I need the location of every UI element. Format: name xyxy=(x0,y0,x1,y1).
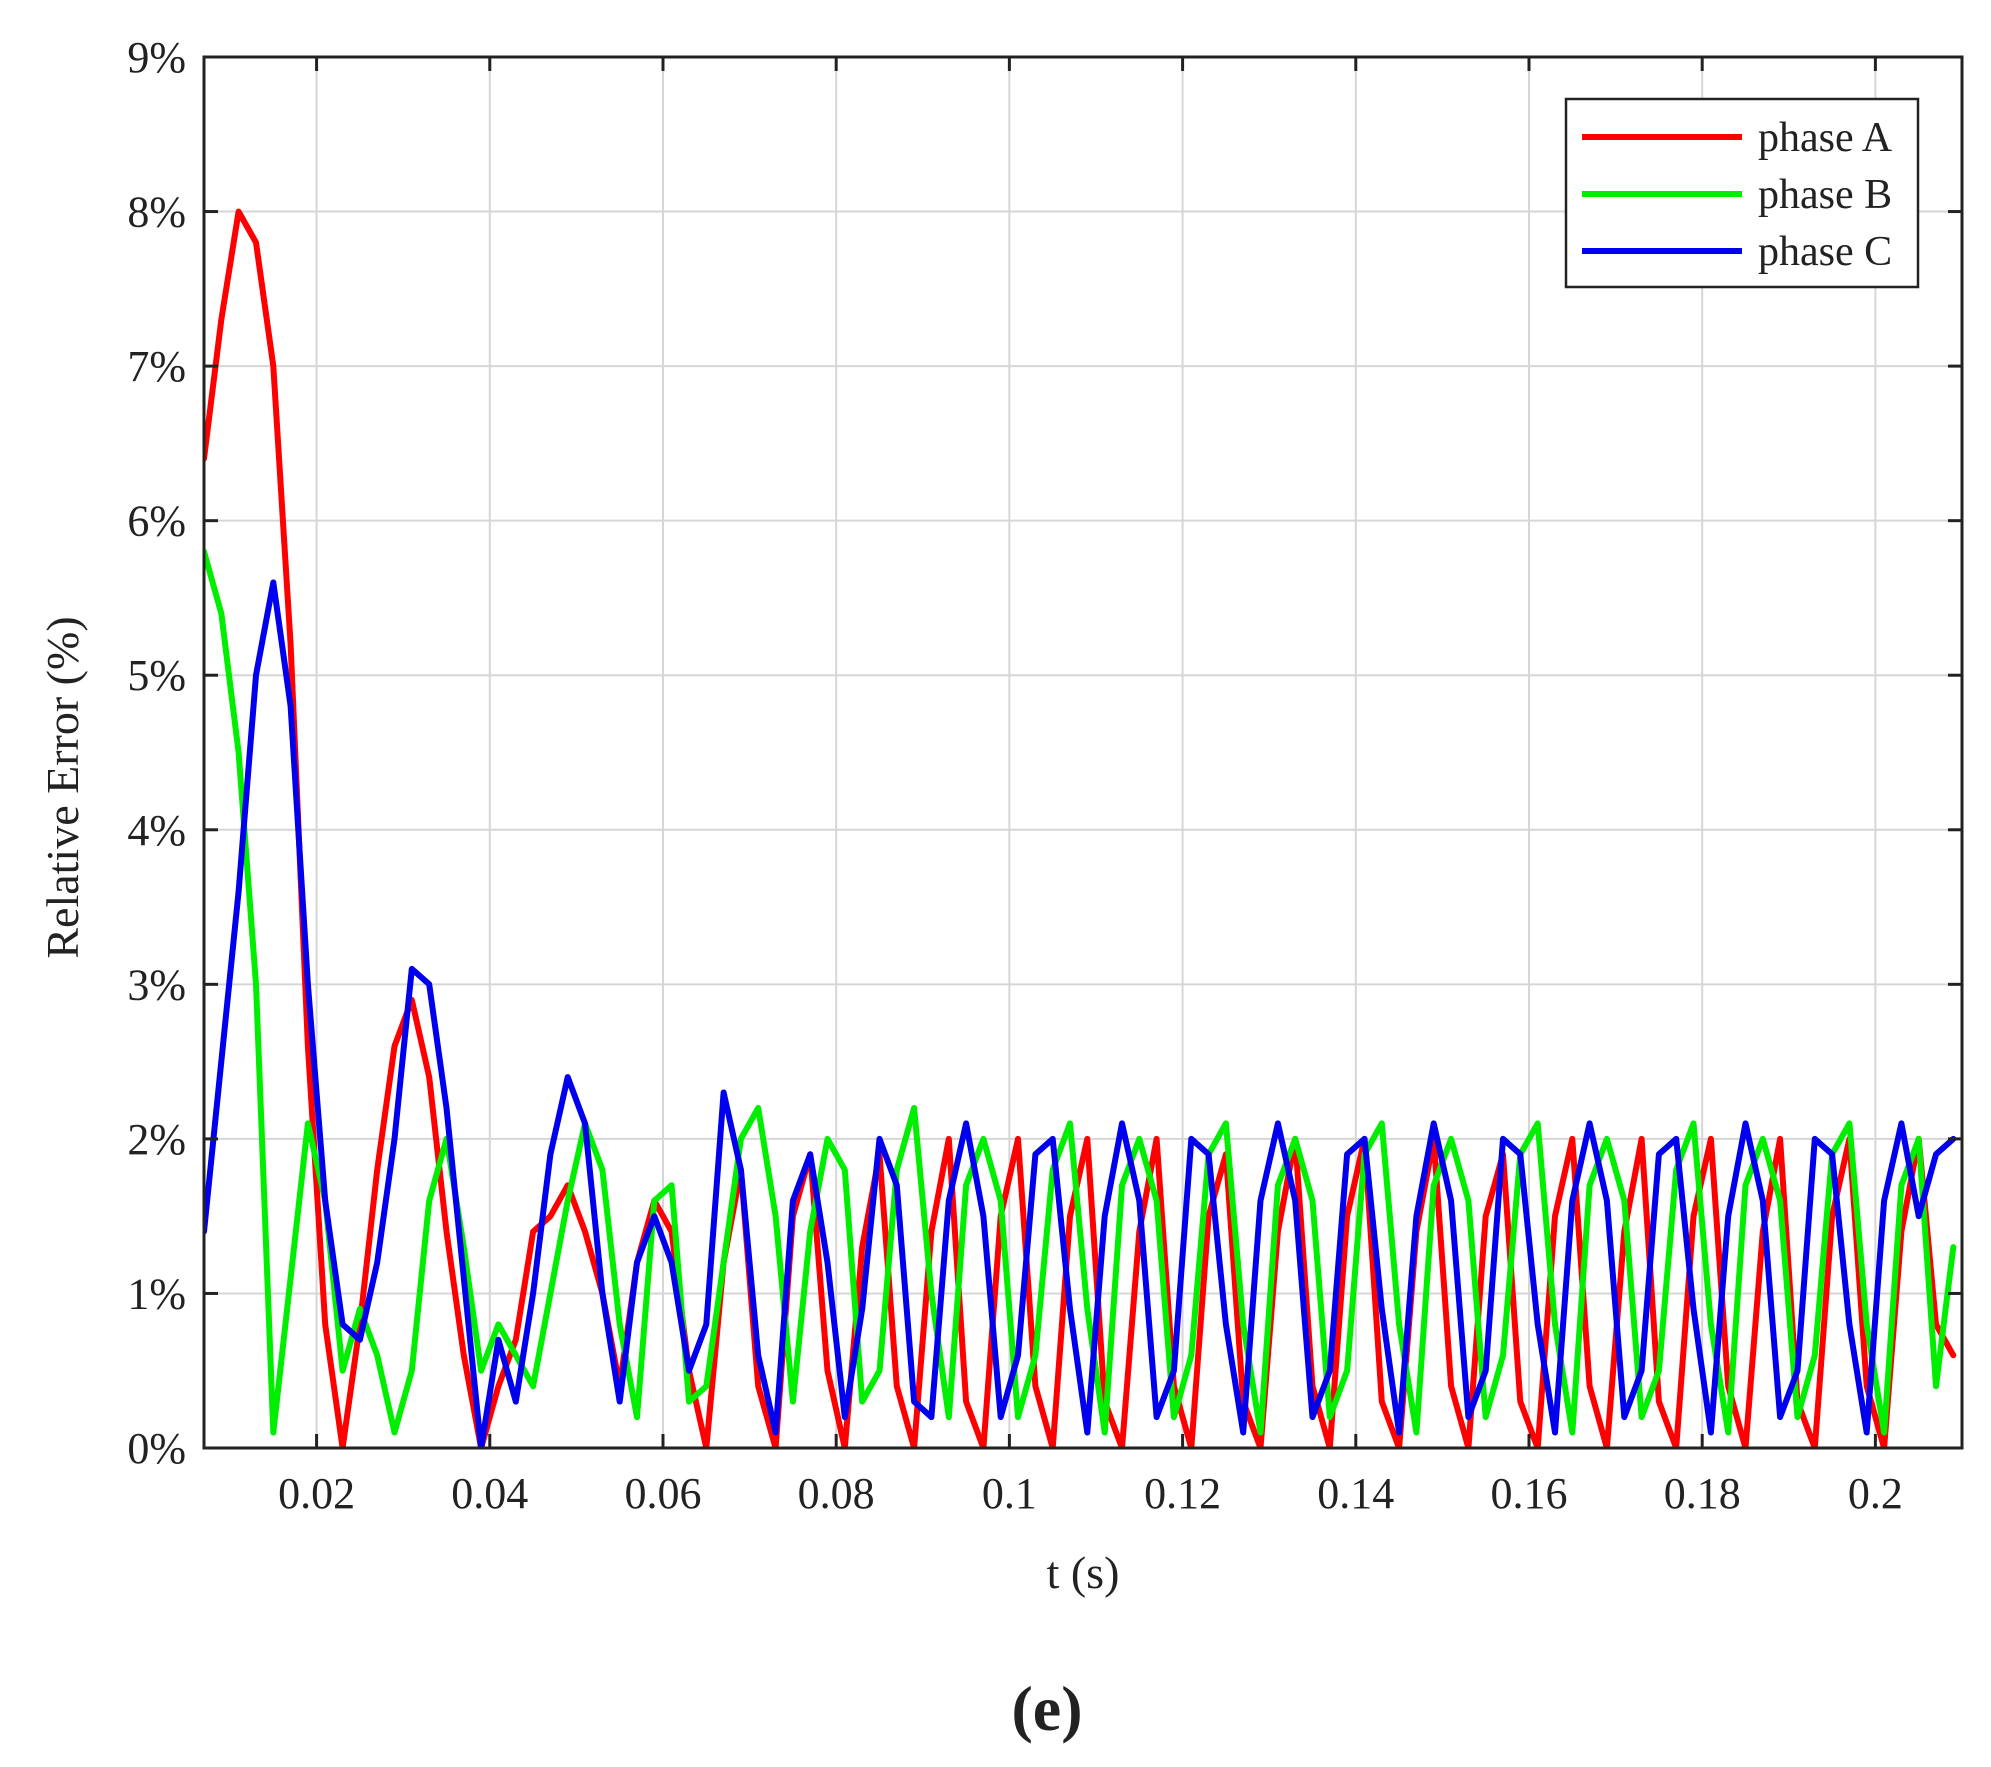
y-tick-label: 7% xyxy=(127,342,186,391)
x-tick-label: 0.16 xyxy=(1490,1469,1567,1518)
legend-label: phase B xyxy=(1758,172,1892,218)
x-tick-label: 0.2 xyxy=(1848,1469,1903,1518)
x-tick-label: 0.12 xyxy=(1144,1469,1221,1518)
figure-caption: (e) xyxy=(1011,1673,1082,1744)
y-tick-label: 2% xyxy=(127,1115,186,1164)
y-tick-label: 8% xyxy=(127,188,186,237)
series-line-phase-b xyxy=(204,548,1957,1436)
x-tick-label: 0.06 xyxy=(624,1469,701,1518)
x-tick-label: 0.18 xyxy=(1664,1469,1741,1518)
series-lines xyxy=(204,208,1957,1448)
legend: phase A phase B phase C xyxy=(1564,97,1920,289)
y-tick-label: 3% xyxy=(127,960,186,1009)
y-tick-label: 0% xyxy=(127,1424,186,1473)
series-line-phase-c xyxy=(204,579,1957,1448)
plot-frame xyxy=(202,55,1964,1450)
x-tick-label: 0.1 xyxy=(982,1469,1037,1518)
y-tick-label: 5% xyxy=(127,651,186,700)
legend-label: phase A xyxy=(1758,115,1893,161)
x-tick-label: 0.02 xyxy=(278,1469,355,1518)
y-tick-label: 1% xyxy=(127,1269,186,1318)
axis-ticks xyxy=(204,55,1962,1450)
y-tick-label: 4% xyxy=(127,806,186,855)
y-axis-label: Relative Error (%) xyxy=(37,616,88,958)
x-tick-label: 0.08 xyxy=(798,1469,875,1518)
x-tick-labels: 0.02 0.04 0.06 0.08 0.1 0.12 0.14 0.16 0.18 0.2 xyxy=(278,1469,1903,1518)
x-axis-label: t (s) xyxy=(1047,1547,1120,1598)
series-line-phase-a xyxy=(204,208,1957,1448)
x-tick-label: 0.14 xyxy=(1317,1469,1394,1518)
y-tick-label: 6% xyxy=(127,497,186,546)
x-tick-label: 0.04 xyxy=(451,1469,528,1518)
legend-label: phase C xyxy=(1758,229,1892,275)
y-tick-label: 9% xyxy=(127,33,186,82)
y-tick-labels: 0% 1% 2% 3% 4% 5% 6% 7% 8% 9% xyxy=(127,33,186,1473)
